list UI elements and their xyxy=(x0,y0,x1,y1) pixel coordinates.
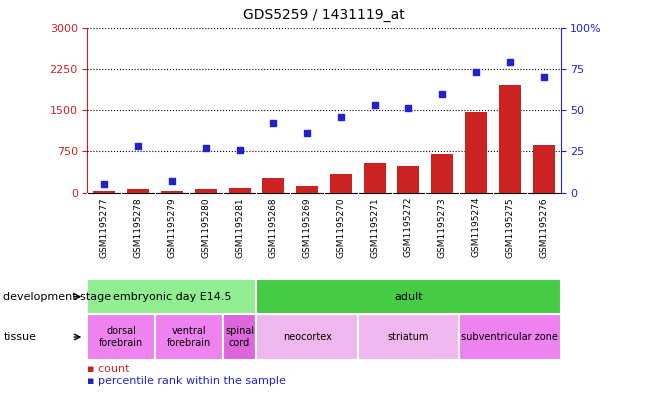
Bar xyxy=(499,85,521,193)
Point xyxy=(99,181,110,187)
Text: subventricular zone: subventricular zone xyxy=(461,332,559,342)
Point xyxy=(200,145,211,151)
Text: spinal
cord: spinal cord xyxy=(225,326,254,348)
Bar xyxy=(229,188,251,193)
Bar xyxy=(358,314,459,360)
Bar xyxy=(93,191,115,193)
Text: development stage: development stage xyxy=(3,292,111,302)
Bar xyxy=(257,314,358,360)
Point xyxy=(505,59,515,65)
Bar xyxy=(330,174,352,193)
Bar xyxy=(432,154,453,193)
Text: GSM1195269: GSM1195269 xyxy=(303,197,312,257)
Text: GSM1195270: GSM1195270 xyxy=(336,197,345,257)
Text: ventral
forebrain: ventral forebrain xyxy=(167,326,211,348)
Point xyxy=(167,178,177,184)
Bar xyxy=(155,314,223,360)
Bar xyxy=(533,145,555,193)
Text: GSM1195274: GSM1195274 xyxy=(472,197,481,257)
Text: GSM1195276: GSM1195276 xyxy=(539,197,548,257)
Bar xyxy=(87,279,257,314)
Text: dorsal
forebrain: dorsal forebrain xyxy=(99,326,143,348)
Text: GSM1195278: GSM1195278 xyxy=(133,197,143,257)
Text: GSM1195272: GSM1195272 xyxy=(404,197,413,257)
Bar xyxy=(87,314,155,360)
Bar xyxy=(262,178,284,193)
Point xyxy=(403,105,413,112)
Bar xyxy=(465,112,487,193)
Text: GSM1195275: GSM1195275 xyxy=(505,197,515,257)
Bar xyxy=(459,314,561,360)
Bar xyxy=(223,314,257,360)
Text: embryonic day E14.5: embryonic day E14.5 xyxy=(113,292,231,302)
Text: striatum: striatum xyxy=(388,332,429,342)
Point xyxy=(302,130,312,136)
Text: tissue: tissue xyxy=(3,332,36,342)
Bar xyxy=(195,189,216,193)
Text: GSM1195273: GSM1195273 xyxy=(438,197,446,257)
Bar xyxy=(127,189,149,193)
Point xyxy=(538,74,549,80)
Bar xyxy=(364,163,386,193)
Title: GDS5259 / 1431119_at: GDS5259 / 1431119_at xyxy=(243,8,405,22)
Bar xyxy=(161,191,183,193)
Text: GSM1195281: GSM1195281 xyxy=(235,197,244,257)
Text: GSM1195271: GSM1195271 xyxy=(370,197,379,257)
Point xyxy=(133,143,143,149)
Text: ▪ percentile rank within the sample: ▪ percentile rank within the sample xyxy=(87,376,286,386)
Text: GSM1195268: GSM1195268 xyxy=(269,197,278,257)
Text: GSM1195280: GSM1195280 xyxy=(202,197,210,257)
Text: GSM1195277: GSM1195277 xyxy=(100,197,109,257)
Bar xyxy=(397,165,419,193)
Point xyxy=(437,90,447,97)
Bar xyxy=(257,279,561,314)
Text: neocortex: neocortex xyxy=(283,332,332,342)
Point xyxy=(336,114,346,120)
Point xyxy=(369,102,380,108)
Text: GSM1195279: GSM1195279 xyxy=(167,197,176,257)
Text: ▪ count: ▪ count xyxy=(87,364,130,375)
Bar xyxy=(296,186,318,193)
Point xyxy=(268,120,279,127)
Point xyxy=(471,69,481,75)
Point xyxy=(235,147,245,153)
Text: adult: adult xyxy=(394,292,422,302)
